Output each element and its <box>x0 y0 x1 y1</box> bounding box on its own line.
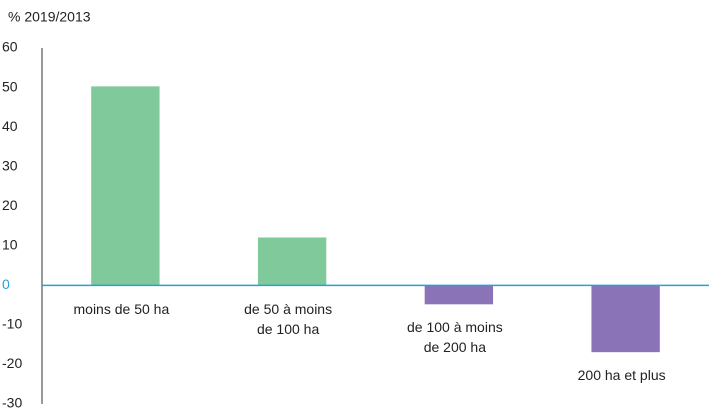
y-tick-label: 30 <box>2 157 18 173</box>
bar <box>257 237 327 286</box>
x-tick-label: 200 ha et plus <box>578 367 666 383</box>
y-tick-label: 50 <box>2 78 18 94</box>
y-tick-label: 10 <box>2 236 18 252</box>
bar <box>591 285 660 353</box>
bar <box>91 86 160 286</box>
x-tick-label: de 100 à moins <box>407 319 503 335</box>
y-tick-label: 60 <box>2 39 18 55</box>
y-tick-label: 40 <box>2 118 18 134</box>
x-tick-label: de 100 ha <box>257 321 319 337</box>
x-tick-label: de 200 ha <box>424 339 486 355</box>
y-axis-label: % 2019/2013 <box>8 9 91 25</box>
y-tick-label: -30 <box>2 395 22 411</box>
x-tick-label: moins de 50 ha <box>74 301 170 317</box>
x-tick-label: de 50 à moins <box>244 301 332 317</box>
y-tick-label: 20 <box>2 197 18 213</box>
y-tick-label: 0 <box>2 276 10 292</box>
bar <box>424 285 494 305</box>
y-tick-label: -20 <box>2 355 22 371</box>
y-tick-label: -10 <box>2 316 22 332</box>
